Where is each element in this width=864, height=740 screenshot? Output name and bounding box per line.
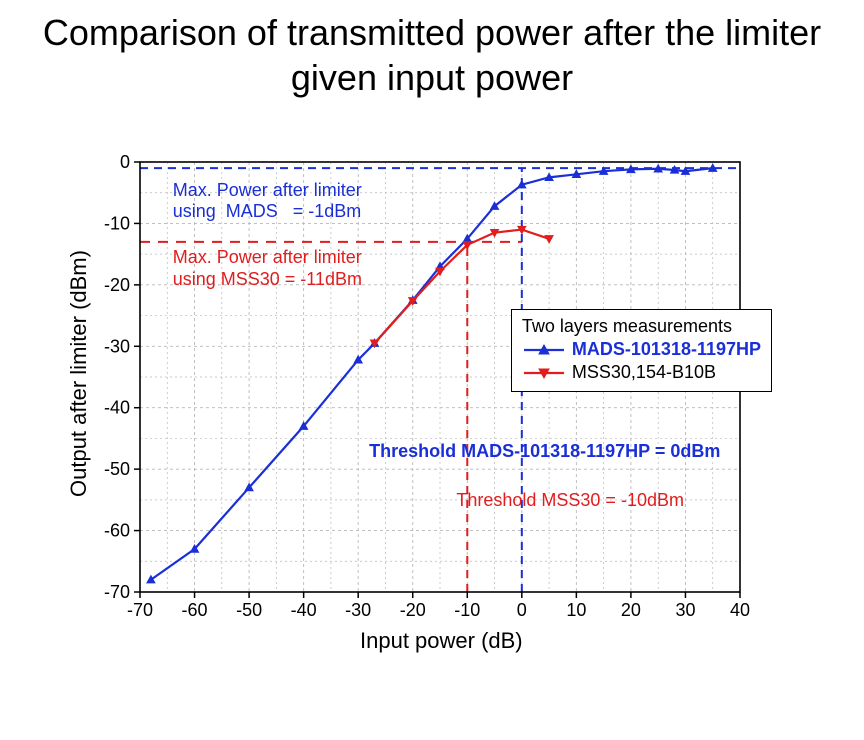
svg-text:-60: -60 [104, 521, 130, 541]
series-marker [545, 236, 553, 243]
annotation: Threshold MSS30 = -10dBm [456, 490, 684, 512]
x-axis-label: Input power (dB) [360, 628, 523, 654]
svg-text:20: 20 [621, 600, 641, 620]
svg-text:0: 0 [120, 152, 130, 172]
annotation: using MSS30 = -11dBm [173, 269, 362, 291]
svg-text:-30: -30 [345, 600, 371, 620]
legend-title: Two layers measurements [522, 316, 761, 337]
annotation: using MADS = -1dBm [173, 201, 362, 223]
annotation: Max. Power after limiter [173, 247, 362, 269]
svg-text:10: 10 [566, 600, 586, 620]
svg-text:-50: -50 [236, 600, 262, 620]
svg-text:-40: -40 [291, 600, 317, 620]
annotation: Max. Power after limiter [173, 180, 362, 202]
svg-text:-20: -20 [400, 600, 426, 620]
svg-text:0: 0 [517, 600, 527, 620]
legend-item: MADS-101318-1197HP [522, 339, 761, 360]
svg-text:-20: -20 [104, 275, 130, 295]
svg-text:30: 30 [675, 600, 695, 620]
svg-text:-70: -70 [104, 582, 130, 602]
svg-text:-70: -70 [127, 600, 153, 620]
svg-text:-60: -60 [182, 600, 208, 620]
legend-box: Two layers measurements MADS-101318-1197… [511, 309, 772, 392]
svg-text:40: 40 [730, 600, 750, 620]
legend-marker-icon [522, 342, 566, 358]
legend-label: MSS30,154-B10B [572, 362, 716, 383]
svg-text:-40: -40 [104, 398, 130, 418]
y-axis-label: Output after limiter (dBm) [66, 250, 92, 497]
svg-text:-30: -30 [104, 336, 130, 356]
chart-container: -70 -60 -50 -40 -30 -20 -10 0 10 20 30 40 -70 -60 -50 -… [50, 150, 830, 720]
svg-text:-10: -10 [104, 213, 130, 233]
svg-text:-50: -50 [104, 459, 130, 479]
legend-label: MADS-101318-1197HP [572, 339, 761, 360]
legend-item: MSS30,154-B10B [522, 362, 761, 383]
annotation: Threshold MADS-101318-1197HP = 0dBm [369, 441, 720, 463]
svg-text:-10: -10 [454, 600, 480, 620]
legend-marker-icon [522, 365, 566, 381]
page-title: Comparison of transmitted power after th… [0, 0, 864, 100]
